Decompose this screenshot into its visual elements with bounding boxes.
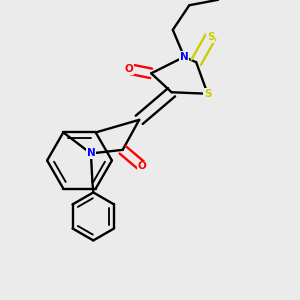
Text: O: O [124, 64, 133, 74]
Text: N: N [180, 52, 189, 62]
Text: O: O [138, 161, 147, 171]
Text: S: S [204, 89, 211, 99]
Text: N: N [86, 148, 95, 158]
Text: S: S [207, 32, 214, 42]
